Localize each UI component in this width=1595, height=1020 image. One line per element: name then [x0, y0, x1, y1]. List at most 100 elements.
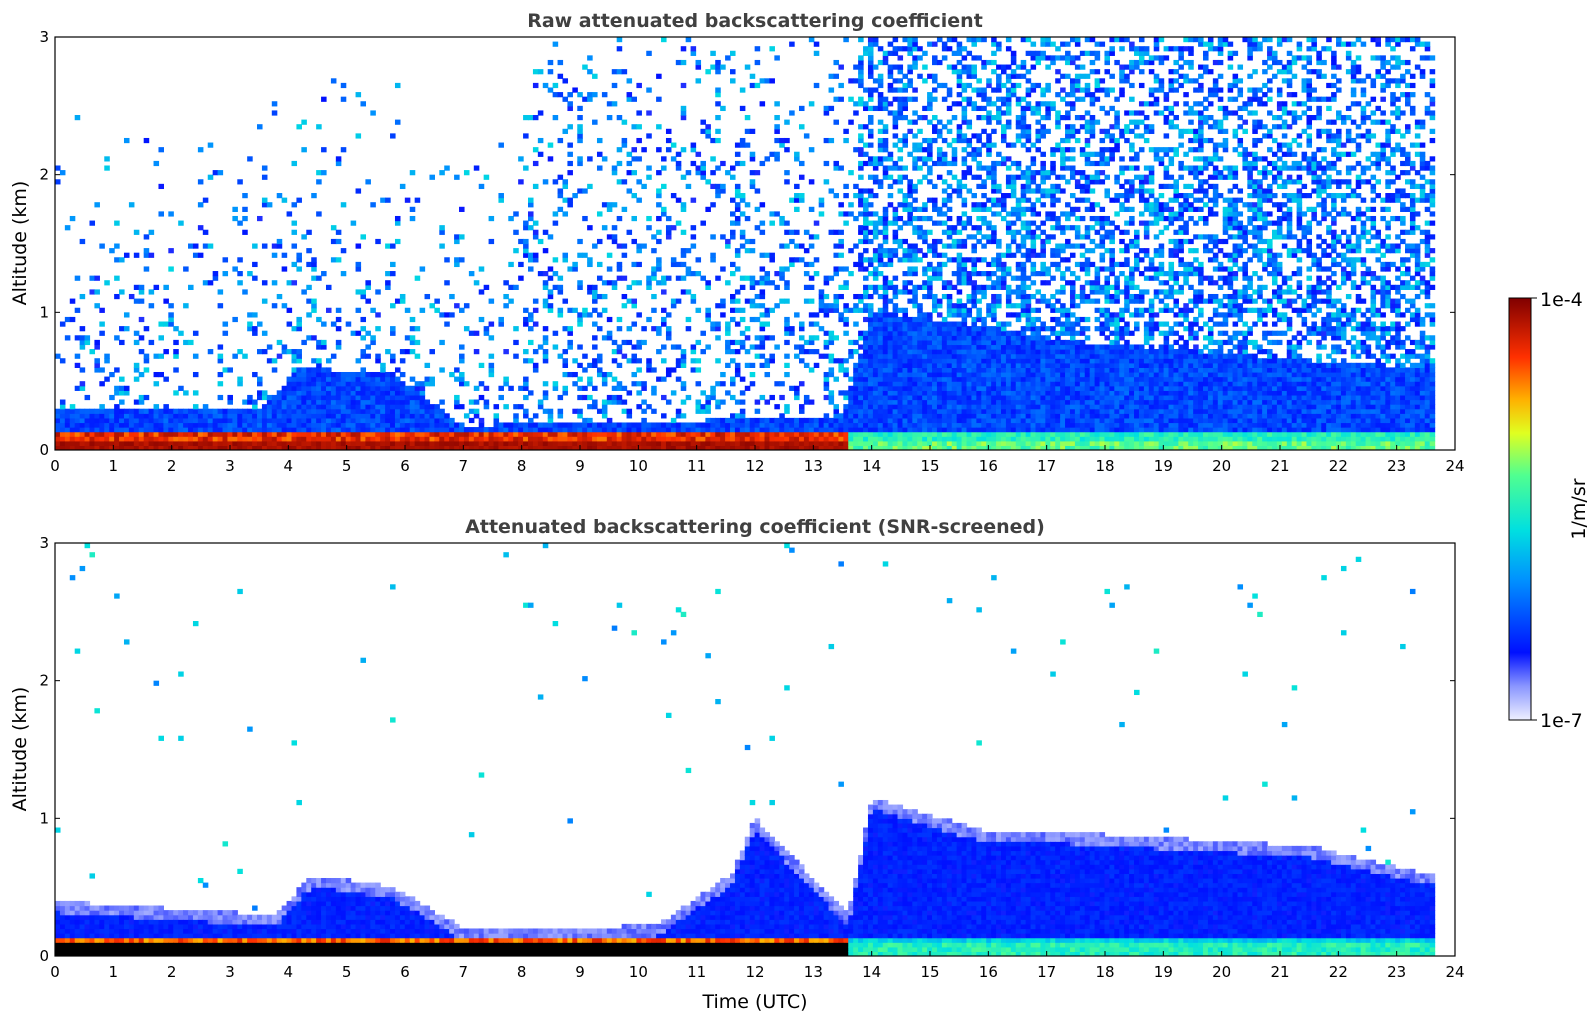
heatmap-cell — [587, 436, 593, 442]
heatmap-cell — [902, 271, 908, 277]
heatmap-cell — [365, 344, 371, 350]
heatmap-cell — [996, 436, 1002, 442]
heatmap-cell — [651, 422, 657, 428]
heatmap-cell — [828, 105, 835, 112]
heatmap-cell — [932, 353, 938, 359]
heatmap-cell — [779, 427, 785, 433]
heatmap-cell — [271, 408, 278, 414]
heatmap-cell — [951, 431, 958, 437]
heatmap-cell — [996, 41, 1002, 47]
heatmap-cell — [991, 69, 997, 75]
heatmap-cell — [183, 422, 189, 428]
heatmap-cell — [872, 64, 879, 70]
heatmap-cell — [572, 193, 578, 199]
heatmap-cell — [695, 78, 702, 84]
heatmap-cell — [271, 436, 278, 442]
heatmap-cell — [360, 353, 367, 359]
heatmap-cell — [651, 234, 657, 240]
heatmap-cell — [330, 376, 337, 382]
heatmap-cell — [385, 427, 391, 433]
heatmap-cell — [665, 234, 672, 240]
heatmap-cell — [557, 284, 564, 290]
heatmap-cell — [715, 275, 721, 281]
heatmap-cell — [808, 445, 815, 450]
heatmap-cell — [715, 431, 721, 437]
heatmap-cell — [912, 431, 918, 437]
heatmap-cell — [700, 220, 706, 226]
heatmap-cell — [192, 408, 199, 414]
heatmap-cell — [1005, 330, 1012, 336]
heatmap-cell — [592, 358, 598, 364]
heatmap-cell — [281, 385, 288, 391]
heatmap-cell — [281, 436, 288, 442]
heatmap-cell — [946, 303, 953, 309]
heatmap-cell — [932, 385, 938, 391]
heatmap-cell — [833, 445, 840, 450]
heatmap-cell — [616, 160, 623, 167]
heatmap-cell — [64, 422, 71, 428]
heatmap-cell — [976, 215, 982, 222]
heatmap-cell — [892, 353, 899, 359]
heatmap-cell — [897, 174, 904, 180]
heatmap-cell — [843, 408, 849, 414]
heatmap-cell — [123, 252, 130, 258]
heatmap-cell — [266, 408, 273, 414]
heatmap-cell — [946, 385, 953, 391]
heatmap-cell — [897, 257, 904, 263]
heatmap-cell — [946, 408, 953, 414]
heatmap-cell — [759, 445, 766, 450]
heatmap-cell — [394, 413, 401, 419]
heatmap-cell — [912, 385, 918, 391]
heatmap-cell — [927, 229, 933, 235]
heatmap-cell — [478, 445, 485, 450]
heatmap-cell — [202, 440, 209, 447]
heatmap-cell — [651, 275, 657, 281]
heatmap-cell — [936, 339, 943, 346]
heatmap-cell — [587, 55, 593, 61]
heatmap-cell — [922, 367, 928, 373]
heatmap-cell — [513, 440, 519, 447]
heatmap-cell — [932, 367, 938, 373]
heatmap-cell — [207, 408, 214, 414]
heatmap-cell — [74, 417, 81, 424]
heatmap-cell — [941, 349, 948, 355]
heatmap-cell — [882, 105, 889, 112]
heatmap-cell — [123, 427, 130, 433]
heatmap-cell — [592, 445, 598, 450]
heatmap-cell — [981, 289, 987, 295]
heatmap-cell — [877, 358, 884, 364]
heatmap-cell — [838, 211, 844, 217]
heatmap-cell — [848, 307, 854, 313]
heatmap-cell — [710, 170, 716, 176]
heatmap-cell — [872, 358, 879, 364]
heatmap-cell — [833, 165, 840, 171]
heatmap-cell — [394, 422, 401, 428]
heatmap-cell — [951, 174, 958, 180]
heatmap-cell — [360, 445, 367, 450]
heatmap-cell — [976, 105, 982, 112]
heatmap-cell — [961, 404, 968, 410]
heatmap-cell — [1005, 289, 1012, 295]
heatmap-cell — [961, 431, 968, 437]
heatmap-cell — [976, 92, 982, 98]
heatmap-cell — [946, 234, 953, 240]
heatmap-cell — [375, 413, 381, 419]
heatmap-cell — [932, 445, 938, 450]
heatmap-cell — [798, 105, 805, 112]
heatmap-cell — [996, 183, 1002, 190]
heatmap-cell — [291, 280, 298, 286]
heatmap-cell — [872, 275, 879, 281]
heatmap-cell — [217, 413, 224, 419]
heatmap-cell — [232, 353, 238, 359]
heatmap-cell — [912, 271, 918, 277]
heatmap-cell — [961, 202, 968, 208]
heatmap-cell — [316, 211, 322, 217]
heatmap-cell — [986, 353, 992, 359]
heatmap-cell — [473, 280, 480, 286]
heatmap-cell — [784, 440, 790, 447]
heatmap-cell — [991, 261, 997, 268]
heatmap-cell — [961, 238, 968, 245]
heatmap-cell — [651, 293, 657, 300]
heatmap-cell — [956, 417, 963, 424]
heatmap-cell — [996, 303, 1002, 309]
